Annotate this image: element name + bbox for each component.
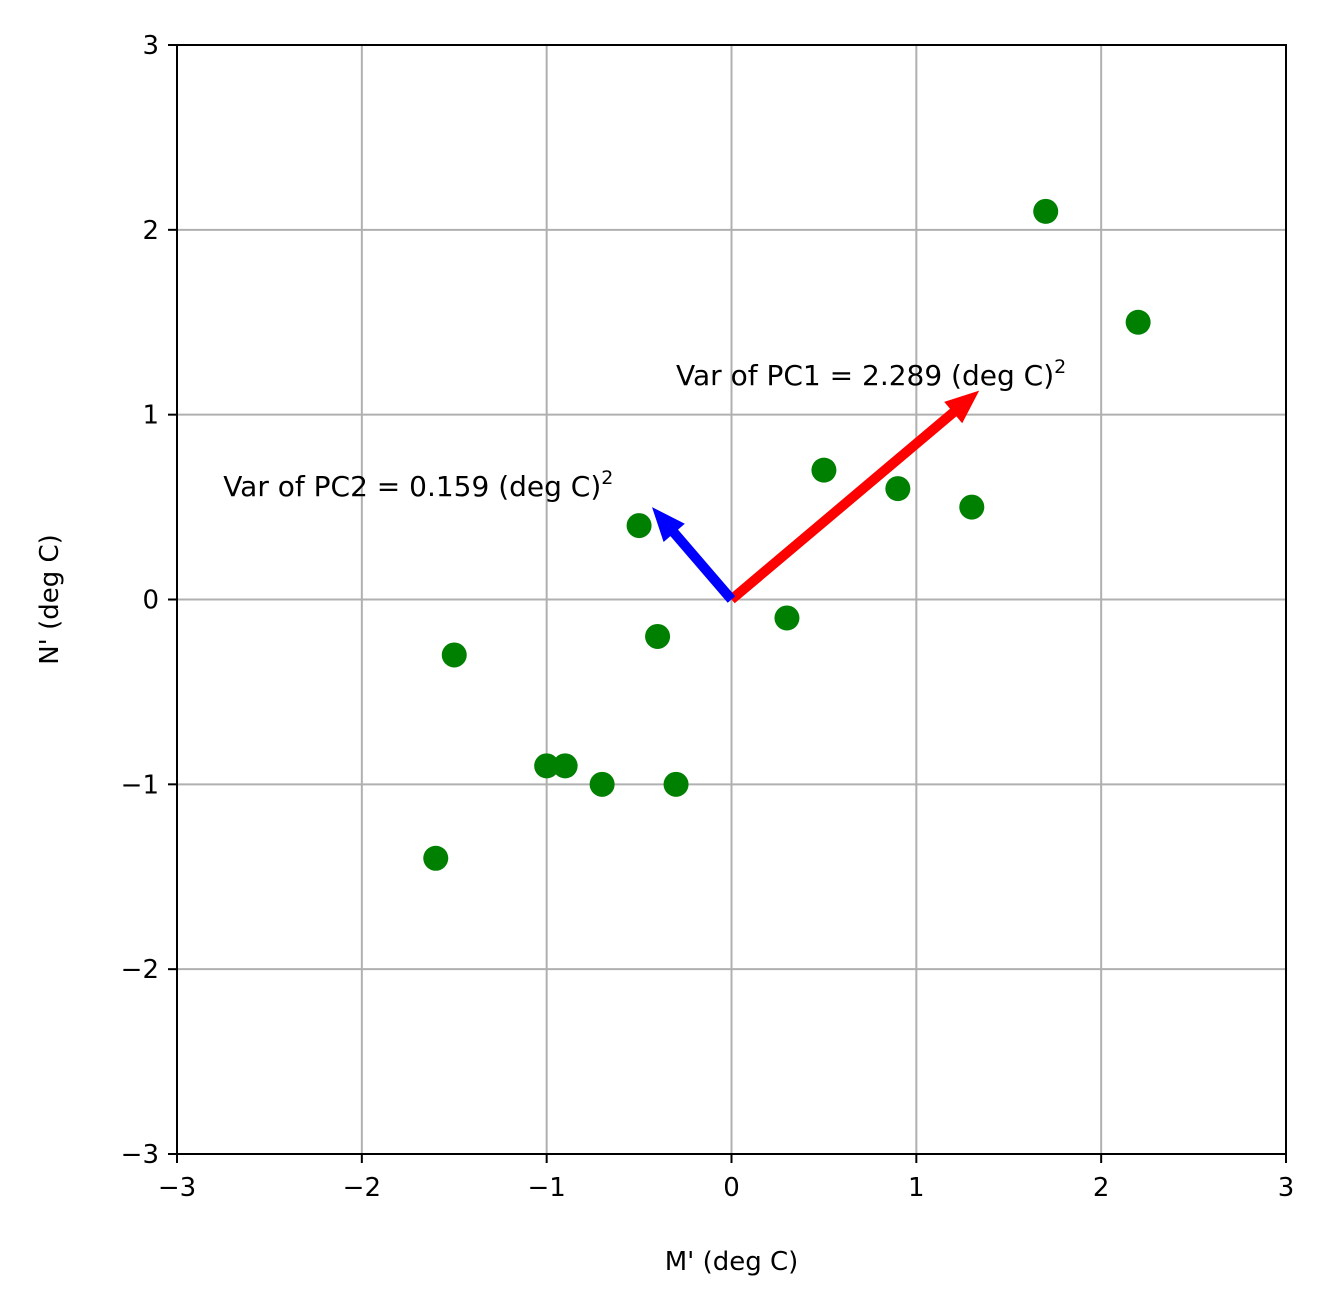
y-tick-label: 2: [142, 216, 159, 246]
principal-component-arrows: [652, 390, 980, 604]
data-point: [645, 623, 671, 649]
x-tick-label: −3: [158, 1173, 196, 1203]
data-point: [959, 494, 985, 520]
data-point: [663, 771, 689, 797]
y-tick-label: 1: [142, 401, 159, 431]
data-point: [552, 753, 578, 779]
data-point: [774, 605, 800, 631]
data-point: [441, 642, 467, 668]
x-tick-label: 2: [1093, 1173, 1110, 1203]
data-points: [423, 198, 1151, 871]
annotation-var-pc1: Var of PC1 = 2.289 (deg C)2: [676, 356, 1066, 392]
x-tick-label: 1: [908, 1173, 925, 1203]
arrow-pc1: [728, 390, 980, 604]
data-point: [534, 753, 560, 779]
x-tick-label: 0: [723, 1173, 740, 1203]
data-point: [885, 476, 911, 502]
annotation-var-pc2: Var of PC2 = 0.159 (deg C)2: [223, 467, 613, 503]
x-tick-label: −1: [528, 1173, 566, 1203]
y-axis-label: N' (deg C): [35, 534, 65, 665]
axis-ticks: −3 −2 −1 0 1 2 3 −3 −2 −1 0 1 2 3: [121, 31, 1295, 1203]
y-tick-label: 3: [142, 31, 159, 61]
x-axis-label: M' (deg C): [665, 1247, 799, 1277]
data-point: [811, 457, 837, 483]
y-tick-label: 0: [142, 586, 159, 616]
y-tick-label: −3: [121, 1140, 159, 1170]
data-point: [423, 845, 449, 871]
arrow-pc2: [652, 507, 736, 603]
data-point: [626, 513, 652, 539]
y-tick-label: −2: [121, 955, 159, 985]
data-point: [1125, 309, 1151, 335]
x-tick-label: −2: [343, 1173, 381, 1203]
annotations: Var of PC1 = 2.289 (deg C)2 Var of PC2 = …: [223, 356, 1066, 503]
data-point: [1033, 198, 1059, 224]
y-tick-label: −1: [121, 770, 159, 800]
data-point: [589, 771, 615, 797]
x-tick-label: 3: [1278, 1173, 1295, 1203]
